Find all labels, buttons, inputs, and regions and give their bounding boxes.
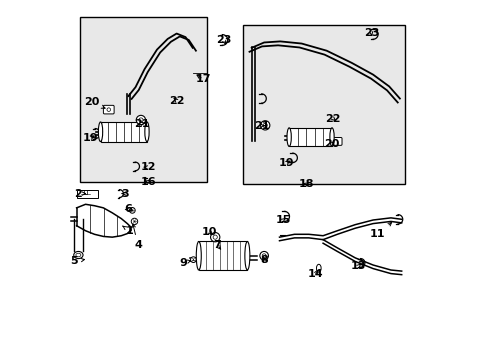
- Circle shape: [139, 118, 142, 122]
- Text: 9: 9: [179, 258, 190, 268]
- Text: 1: 1: [122, 226, 133, 236]
- Ellipse shape: [244, 242, 249, 270]
- Circle shape: [131, 218, 138, 225]
- Ellipse shape: [144, 122, 149, 141]
- Bar: [101, 122, 147, 141]
- Ellipse shape: [316, 264, 321, 272]
- Text: 19: 19: [82, 133, 98, 143]
- Text: 12: 12: [140, 162, 156, 172]
- Text: 5: 5: [70, 256, 84, 266]
- Circle shape: [263, 123, 267, 127]
- Text: 14: 14: [307, 269, 323, 279]
- Text: 11: 11: [369, 222, 391, 239]
- Text: 21: 21: [134, 118, 149, 129]
- Circle shape: [107, 108, 110, 111]
- Circle shape: [259, 251, 268, 260]
- Text: 2: 2: [74, 189, 85, 199]
- Text: 19: 19: [278, 158, 294, 168]
- Text: 17: 17: [195, 74, 211, 84]
- Bar: [77, 190, 98, 198]
- Text: 8: 8: [260, 255, 267, 265]
- Circle shape: [129, 207, 135, 213]
- Circle shape: [136, 115, 145, 125]
- Text: 21: 21: [253, 121, 269, 131]
- Text: 16: 16: [140, 177, 156, 187]
- Bar: [288, 128, 331, 147]
- Ellipse shape: [286, 128, 291, 147]
- Text: 22: 22: [325, 113, 340, 123]
- Text: 13: 13: [350, 261, 365, 271]
- FancyBboxPatch shape: [103, 105, 114, 114]
- Bar: [198, 242, 247, 270]
- Circle shape: [262, 254, 265, 258]
- Text: 22: 22: [168, 96, 184, 106]
- Text: 7: 7: [213, 240, 221, 250]
- Text: 6: 6: [124, 204, 132, 214]
- Circle shape: [260, 121, 269, 130]
- Text: 23: 23: [216, 35, 231, 45]
- Text: 20: 20: [324, 139, 339, 149]
- Text: 23: 23: [363, 28, 378, 38]
- Ellipse shape: [329, 128, 333, 147]
- Circle shape: [190, 257, 196, 262]
- Ellipse shape: [74, 251, 83, 258]
- Bar: [242, 25, 405, 184]
- Ellipse shape: [98, 122, 102, 141]
- Text: 20: 20: [84, 97, 105, 108]
- FancyBboxPatch shape: [331, 138, 341, 145]
- Text: 3: 3: [121, 189, 129, 199]
- Text: 18: 18: [298, 179, 313, 189]
- Ellipse shape: [196, 242, 201, 270]
- Ellipse shape: [76, 253, 81, 257]
- Text: 10: 10: [202, 227, 217, 237]
- Circle shape: [213, 235, 217, 239]
- Circle shape: [210, 233, 220, 242]
- Text: 15: 15: [275, 215, 290, 225]
- Bar: [80, 18, 206, 182]
- Text: 4: 4: [132, 224, 142, 250]
